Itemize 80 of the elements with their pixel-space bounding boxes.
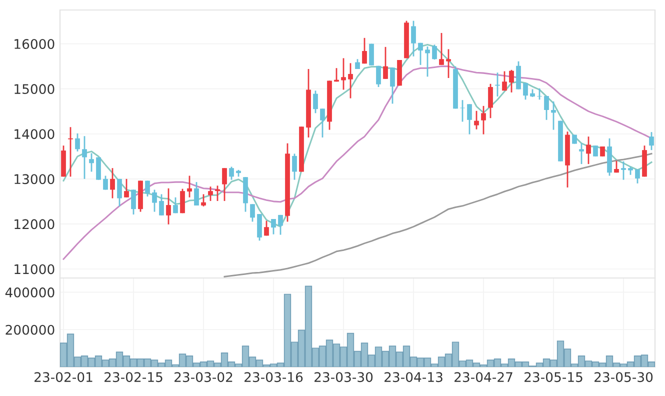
candlestick <box>544 95 549 121</box>
y-tick-label: 14000 <box>14 129 54 140</box>
candlestick <box>194 181 199 206</box>
candlestick <box>110 167 115 199</box>
candlestick <box>586 136 591 165</box>
candlestick <box>516 60 521 90</box>
candlestick <box>271 218 276 236</box>
candlestick <box>166 188 171 226</box>
x-tick-label: 23-02-01 <box>34 372 92 382</box>
y-tick-label: 13000 <box>14 174 54 184</box>
candlestick <box>439 32 444 66</box>
x-tick-label: 23-04-13 <box>384 372 442 382</box>
line-series <box>224 152 652 278</box>
candlestick <box>523 82 528 100</box>
candlestick <box>551 100 556 131</box>
candlestick <box>222 167 227 202</box>
candlestick <box>159 194 164 216</box>
candlestick <box>635 168 640 184</box>
candlestick <box>201 194 206 208</box>
candlestick <box>117 178 122 208</box>
candlestick <box>320 108 325 138</box>
candlestick <box>250 203 255 222</box>
y-tick-label: 200000 <box>6 324 54 335</box>
candlestick <box>82 135 87 180</box>
candlestick <box>313 90 318 114</box>
candlestick <box>425 46 430 78</box>
x-tick-label: 23-05-30 <box>594 372 653 382</box>
candlestick <box>292 152 297 181</box>
candlestick <box>68 126 73 178</box>
candlestick <box>390 66 395 104</box>
candlestick <box>89 152 94 172</box>
x-tick-label: 23-03-02 <box>174 372 232 382</box>
x-tick-label: 23-03-16 <box>244 372 303 382</box>
candlestick <box>152 189 157 212</box>
candlestick <box>229 166 234 181</box>
candlestick <box>579 142 584 165</box>
candlestick <box>467 103 472 136</box>
candlestick <box>537 88 542 100</box>
candlestick <box>145 180 150 198</box>
candlestick <box>411 20 416 58</box>
candlestick <box>75 132 80 152</box>
candlestick <box>208 186 213 202</box>
x-tick-label: 23-05-15 <box>524 372 582 382</box>
candlestick <box>376 65 381 88</box>
candlestick <box>257 213 262 242</box>
candlestick <box>96 156 101 181</box>
candlestick <box>369 43 374 66</box>
candlestick <box>481 105 486 136</box>
y-tick-label: 400000 <box>5 287 54 298</box>
candlestick <box>362 37 367 64</box>
candlestick <box>509 69 514 94</box>
candlestick <box>187 175 192 198</box>
y-tick-label: 11000 <box>14 264 54 274</box>
y-tick-label: 15000 <box>14 84 54 94</box>
y-tick-label: 12000 <box>14 219 54 230</box>
x-tick-label: 23-02-15 <box>104 372 162 382</box>
candlestick <box>103 175 108 190</box>
candlestick <box>124 178 129 198</box>
candlestick <box>264 220 269 236</box>
line-series <box>62 44 652 228</box>
candlestick <box>460 99 465 122</box>
candlestick <box>488 83 493 119</box>
candlestick <box>131 189 136 216</box>
candlestick <box>621 160 626 181</box>
candlestick <box>173 196 178 214</box>
candlestick <box>593 144 598 158</box>
y-tick-label: 16000 <box>14 39 54 49</box>
candlestick <box>278 214 283 236</box>
candlestick <box>649 131 654 151</box>
candlestick <box>383 46 388 80</box>
candlestick <box>418 42 423 66</box>
x-tick-label: 23-03-30 <box>314 372 373 382</box>
candlestick <box>502 70 507 92</box>
candlestick <box>180 188 185 214</box>
candlestick <box>348 62 353 99</box>
candlestick <box>474 110 479 130</box>
candlestick <box>446 48 451 79</box>
candlestick <box>432 44 437 60</box>
x-tick-label: 23-04-27 <box>454 372 512 382</box>
candlestick <box>341 58 346 90</box>
